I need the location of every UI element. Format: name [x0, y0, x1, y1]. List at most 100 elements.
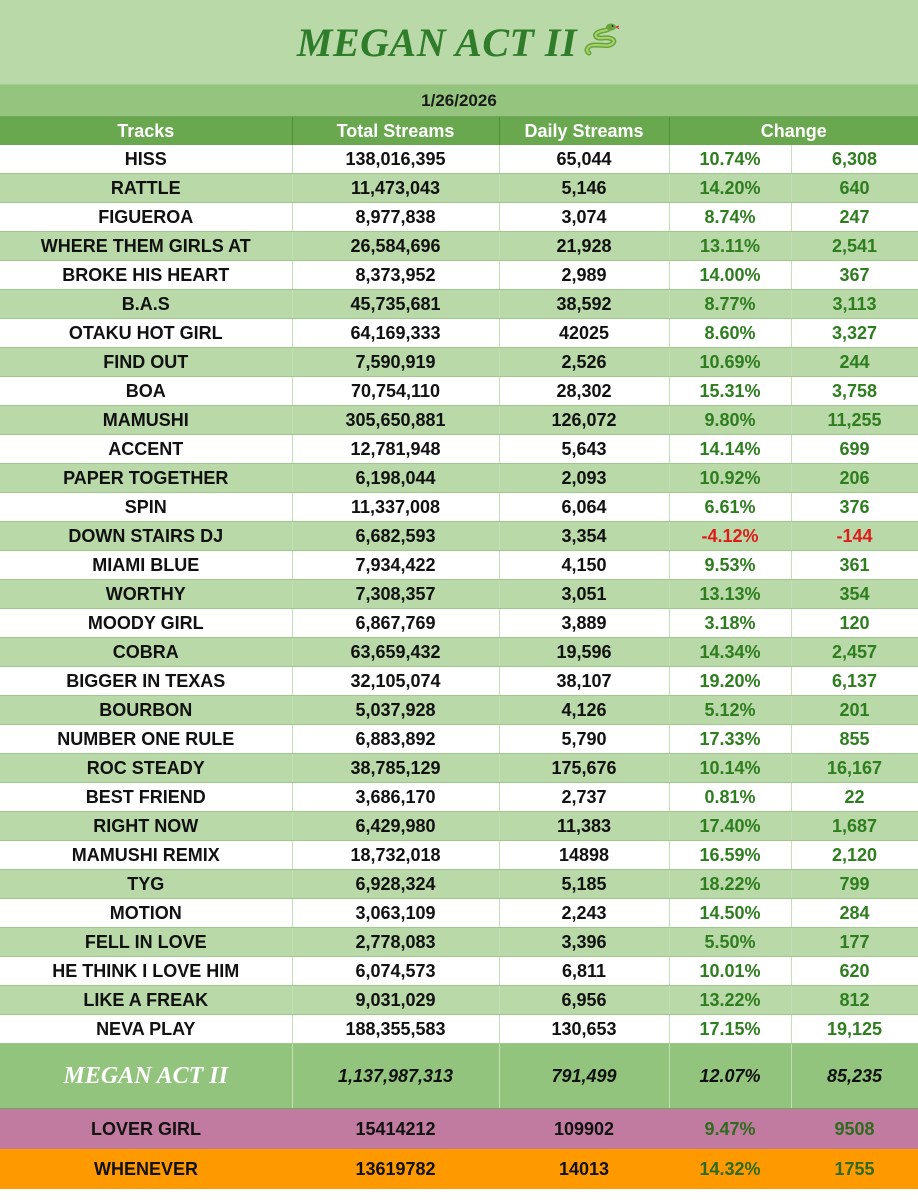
- daily-streams: 19,596: [499, 637, 670, 667]
- total-streams: 38,785,129: [292, 753, 500, 783]
- change-value: 799: [791, 869, 918, 899]
- table-row: BOA 70,754,110 28,302 15.31% 3,758: [0, 376, 918, 406]
- table-row: BIGGER IN TEXAS 32,105,074 38,107 19.20% 6,1…: [0, 666, 918, 696]
- table-row: MAMUSHI REMIX 18,732,018 14898 16.59% 2,120: [0, 840, 918, 870]
- change-percent: 5.12%: [669, 695, 792, 725]
- total-streams: 6,074,573: [292, 956, 500, 986]
- change-value: 812: [791, 985, 918, 1015]
- lover-girl-row: LOVER GIRL 15414212 109902 9.47% 9508: [0, 1108, 918, 1149]
- table-row: FIND OUT 7,590,919 2,526 10.69% 244: [0, 347, 918, 377]
- track-name: WORTHY: [0, 579, 293, 609]
- change-percent: 18.22%: [669, 869, 792, 899]
- total-streams: 63,659,432: [292, 637, 500, 667]
- change-value: 354: [791, 579, 918, 609]
- table-row: SPIN 11,337,008 6,064 6.61% 376: [0, 492, 918, 522]
- change-percent: 13.13%: [669, 579, 792, 609]
- change-percent: 17.40%: [669, 811, 792, 841]
- change-percent: 10.01%: [669, 956, 792, 986]
- change-value: 367: [791, 260, 918, 290]
- table-row: COBRA 63,659,432 19,596 14.34% 2,457: [0, 637, 918, 667]
- change-value: -144: [791, 521, 918, 551]
- change-value: 2,541: [791, 231, 918, 261]
- table-row: RIGHT NOW 6,429,980 11,383 17.40% 1,687: [0, 811, 918, 841]
- change-percent: 14.34%: [669, 637, 792, 667]
- table-row: MIAMI BLUE 7,934,422 4,150 9.53% 361: [0, 550, 918, 580]
- total-streams: 12,781,948: [292, 434, 500, 464]
- change-value: 855: [791, 724, 918, 754]
- change-value: 1755: [791, 1149, 918, 1189]
- total-streams: 64,169,333: [292, 318, 500, 348]
- change-value: 1,687: [791, 811, 918, 841]
- change-value: 2,457: [791, 637, 918, 667]
- total-streams: 15414212: [292, 1108, 499, 1149]
- total-streams: 6,682,593: [292, 521, 500, 551]
- daily-streams: 2,737: [499, 782, 670, 812]
- daily-streams: 38,592: [499, 289, 670, 319]
- change-percent: 10.69%: [669, 347, 792, 377]
- total-streams: 7,590,919: [292, 347, 500, 377]
- change-value: 3,758: [791, 376, 918, 406]
- change-value: 6,308: [791, 145, 918, 174]
- table-row: PAPER TOGETHER 6,198,044 2,093 10.92% 206: [0, 463, 918, 493]
- total-streams: 6,883,892: [292, 724, 500, 754]
- total-streams: 45,735,681: [292, 289, 500, 319]
- total-streams: 6,198,044: [292, 463, 500, 493]
- daily-streams: 5,643: [499, 434, 670, 464]
- daily-streams: 14013: [499, 1149, 669, 1189]
- change-value: 22: [791, 782, 918, 812]
- change-value: 361: [791, 550, 918, 580]
- change-value: 6,137: [791, 666, 918, 696]
- streams-table: Tracks Total Streams Daily Streams Chang…: [0, 117, 918, 1189]
- change-percent: 9.53%: [669, 550, 792, 580]
- change-percent: 14.14%: [669, 434, 792, 464]
- daily-streams: 3,074: [499, 202, 670, 232]
- table-row: MOODY GIRL 6,867,769 3,889 3.18% 120: [0, 608, 918, 638]
- daily-streams: 3,354: [499, 521, 670, 551]
- track-name: DOWN STAIRS DJ: [0, 521, 293, 551]
- total-streams: 11,473,043: [292, 173, 500, 203]
- total-streams: 188,355,583: [292, 1014, 500, 1044]
- total-streams: 7,308,357: [292, 579, 500, 609]
- total-change-value: 85,235: [791, 1043, 918, 1109]
- daily-streams: 4,150: [499, 550, 670, 580]
- change-value: 244: [791, 347, 918, 377]
- total-streams: 6,928,324: [292, 869, 500, 899]
- track-name: MOODY GIRL: [0, 608, 293, 638]
- total-streams: 6,867,769: [292, 608, 500, 638]
- change-percent: 8.77%: [669, 289, 792, 319]
- table-row: RATTLE 11,473,043 5,146 14.20% 640: [0, 173, 918, 203]
- table-row: FIGUEROA 8,977,838 3,074 8.74% 247: [0, 202, 918, 232]
- table-row: HISS 138,016,395 65,044 10.74% 6,308: [0, 145, 918, 174]
- change-percent: 19.20%: [669, 666, 792, 696]
- daily-streams: 5,790: [499, 724, 670, 754]
- total-streams: 8,373,952: [292, 260, 500, 290]
- total-daily-streams: 791,499: [499, 1043, 670, 1109]
- change-percent: 14.50%: [669, 898, 792, 928]
- title-band: MEGAN ACT II: [0, 0, 918, 85]
- change-percent: 10.14%: [669, 753, 792, 783]
- total-change-percent: 12.07%: [669, 1043, 792, 1109]
- daily-streams: 3,396: [499, 927, 670, 957]
- daily-streams: 65,044: [499, 145, 670, 174]
- track-name: COBRA: [0, 637, 293, 667]
- total-streams: 8,977,838: [292, 202, 500, 232]
- total-row: MEGAN ACT II 1,137,987,313 791,499 12.07…: [0, 1043, 918, 1109]
- total-streams: 305,650,881: [292, 405, 500, 435]
- track-name: BOA: [0, 376, 293, 406]
- daily-streams: 38,107: [499, 666, 670, 696]
- track-name: TYG: [0, 869, 293, 899]
- total-streams: 2,778,083: [292, 927, 500, 957]
- daily-streams: 6,064: [499, 492, 670, 522]
- daily-streams: 14898: [499, 840, 670, 870]
- table-row: ROC STEADY 38,785,129 175,676 10.14% 16,167: [0, 753, 918, 783]
- track-name: BIGGER IN TEXAS: [0, 666, 293, 696]
- total-streams: 13619782: [292, 1149, 499, 1189]
- daily-streams: 126,072: [499, 405, 670, 435]
- table-row: TYG 6,928,324 5,185 18.22% 799: [0, 869, 918, 899]
- track-name: MOTION: [0, 898, 293, 928]
- track-name: RIGHT NOW: [0, 811, 293, 841]
- track-name: WHERE THEM GIRLS AT: [0, 231, 293, 261]
- total-streams: 138,016,395: [292, 145, 500, 174]
- change-percent: 14.32%: [669, 1149, 791, 1189]
